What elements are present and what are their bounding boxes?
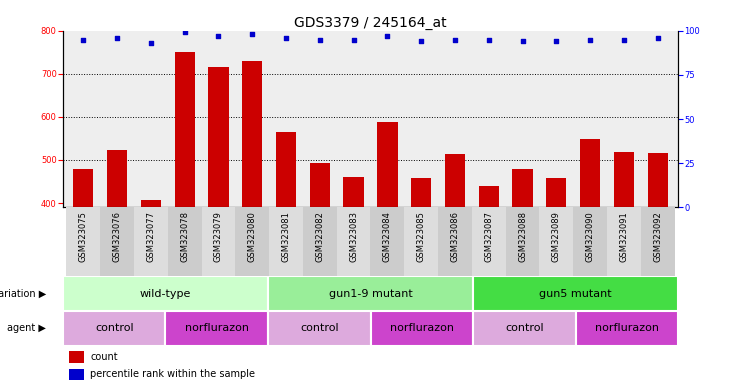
Text: control: control bbox=[505, 323, 544, 333]
Bar bbox=[411, 179, 431, 207]
Point bbox=[348, 36, 359, 43]
Point bbox=[145, 40, 157, 46]
Text: wild-type: wild-type bbox=[140, 289, 191, 299]
Point bbox=[551, 38, 562, 45]
Point bbox=[213, 33, 225, 39]
Bar bbox=[479, 186, 499, 207]
Text: gun5 mutant: gun5 mutant bbox=[539, 289, 612, 299]
Text: GSM323075: GSM323075 bbox=[79, 211, 87, 262]
Point bbox=[516, 38, 528, 45]
FancyBboxPatch shape bbox=[473, 311, 576, 346]
Point bbox=[415, 38, 427, 45]
Bar bbox=[546, 178, 567, 207]
Text: GSM323076: GSM323076 bbox=[113, 211, 122, 262]
FancyBboxPatch shape bbox=[438, 207, 472, 276]
Text: GSM323081: GSM323081 bbox=[282, 211, 290, 262]
Text: genotype/variation ▶: genotype/variation ▶ bbox=[0, 289, 46, 299]
FancyBboxPatch shape bbox=[607, 207, 641, 276]
FancyBboxPatch shape bbox=[100, 207, 134, 276]
Bar bbox=[242, 61, 262, 207]
FancyBboxPatch shape bbox=[268, 276, 473, 311]
Bar bbox=[614, 152, 634, 207]
Point bbox=[314, 36, 326, 43]
Point bbox=[280, 35, 292, 41]
Point bbox=[449, 36, 461, 43]
FancyBboxPatch shape bbox=[336, 207, 370, 276]
FancyBboxPatch shape bbox=[370, 311, 473, 346]
Bar bbox=[141, 200, 161, 207]
FancyBboxPatch shape bbox=[63, 311, 165, 346]
Bar bbox=[344, 177, 364, 207]
Bar bbox=[377, 122, 397, 207]
Text: GSM323083: GSM323083 bbox=[349, 211, 358, 262]
Title: GDS3379 / 245164_at: GDS3379 / 245164_at bbox=[294, 16, 447, 30]
Point bbox=[77, 36, 89, 43]
Point bbox=[179, 30, 190, 36]
Bar bbox=[310, 163, 330, 207]
Text: GSM323079: GSM323079 bbox=[214, 211, 223, 262]
Bar bbox=[276, 132, 296, 207]
Text: GSM323080: GSM323080 bbox=[247, 211, 256, 262]
FancyBboxPatch shape bbox=[303, 207, 336, 276]
Bar bbox=[513, 169, 533, 207]
Text: gun1-9 mutant: gun1-9 mutant bbox=[328, 289, 413, 299]
Text: norflurazon: norflurazon bbox=[595, 323, 659, 333]
Text: GSM323085: GSM323085 bbox=[416, 211, 425, 262]
Text: control: control bbox=[95, 323, 133, 333]
Point bbox=[382, 33, 393, 39]
Text: agent ▶: agent ▶ bbox=[7, 323, 46, 333]
Point bbox=[111, 35, 123, 41]
FancyBboxPatch shape bbox=[69, 369, 84, 380]
FancyBboxPatch shape bbox=[473, 276, 678, 311]
FancyBboxPatch shape bbox=[236, 207, 269, 276]
Text: GSM323091: GSM323091 bbox=[619, 211, 628, 262]
Bar bbox=[208, 67, 228, 207]
Text: GSM323087: GSM323087 bbox=[485, 211, 494, 262]
Bar bbox=[648, 153, 668, 207]
FancyBboxPatch shape bbox=[63, 276, 268, 311]
Text: GSM323077: GSM323077 bbox=[146, 211, 156, 262]
Text: count: count bbox=[90, 352, 118, 362]
FancyBboxPatch shape bbox=[472, 207, 505, 276]
Text: GSM323090: GSM323090 bbox=[585, 211, 595, 262]
Text: control: control bbox=[300, 323, 339, 333]
FancyBboxPatch shape bbox=[641, 207, 674, 276]
Text: GSM323089: GSM323089 bbox=[552, 211, 561, 262]
Point bbox=[618, 36, 630, 43]
FancyBboxPatch shape bbox=[134, 207, 167, 276]
Bar bbox=[73, 169, 93, 207]
Text: GSM323088: GSM323088 bbox=[518, 211, 527, 262]
FancyBboxPatch shape bbox=[269, 207, 303, 276]
Bar bbox=[580, 139, 600, 207]
FancyBboxPatch shape bbox=[370, 207, 405, 276]
Text: percentile rank within the sample: percentile rank within the sample bbox=[90, 369, 255, 379]
Text: norflurazon: norflurazon bbox=[390, 323, 453, 333]
FancyBboxPatch shape bbox=[202, 207, 236, 276]
FancyBboxPatch shape bbox=[576, 311, 678, 346]
Point bbox=[652, 35, 664, 41]
Point bbox=[246, 31, 258, 37]
FancyBboxPatch shape bbox=[505, 207, 539, 276]
Text: GSM323078: GSM323078 bbox=[180, 211, 189, 262]
Bar bbox=[174, 52, 195, 207]
FancyBboxPatch shape bbox=[165, 311, 268, 346]
Text: GSM323086: GSM323086 bbox=[451, 211, 459, 262]
Text: GSM323092: GSM323092 bbox=[654, 211, 662, 262]
Bar bbox=[107, 150, 127, 207]
Point bbox=[483, 36, 495, 43]
FancyBboxPatch shape bbox=[268, 311, 370, 346]
FancyBboxPatch shape bbox=[67, 207, 100, 276]
Point bbox=[584, 36, 596, 43]
Text: GSM323082: GSM323082 bbox=[316, 211, 325, 262]
Text: GSM323084: GSM323084 bbox=[383, 211, 392, 262]
Text: norflurazon: norflurazon bbox=[185, 323, 249, 333]
FancyBboxPatch shape bbox=[574, 207, 607, 276]
FancyBboxPatch shape bbox=[167, 207, 202, 276]
FancyBboxPatch shape bbox=[405, 207, 438, 276]
FancyBboxPatch shape bbox=[539, 207, 574, 276]
FancyBboxPatch shape bbox=[69, 351, 84, 363]
Bar bbox=[445, 154, 465, 207]
